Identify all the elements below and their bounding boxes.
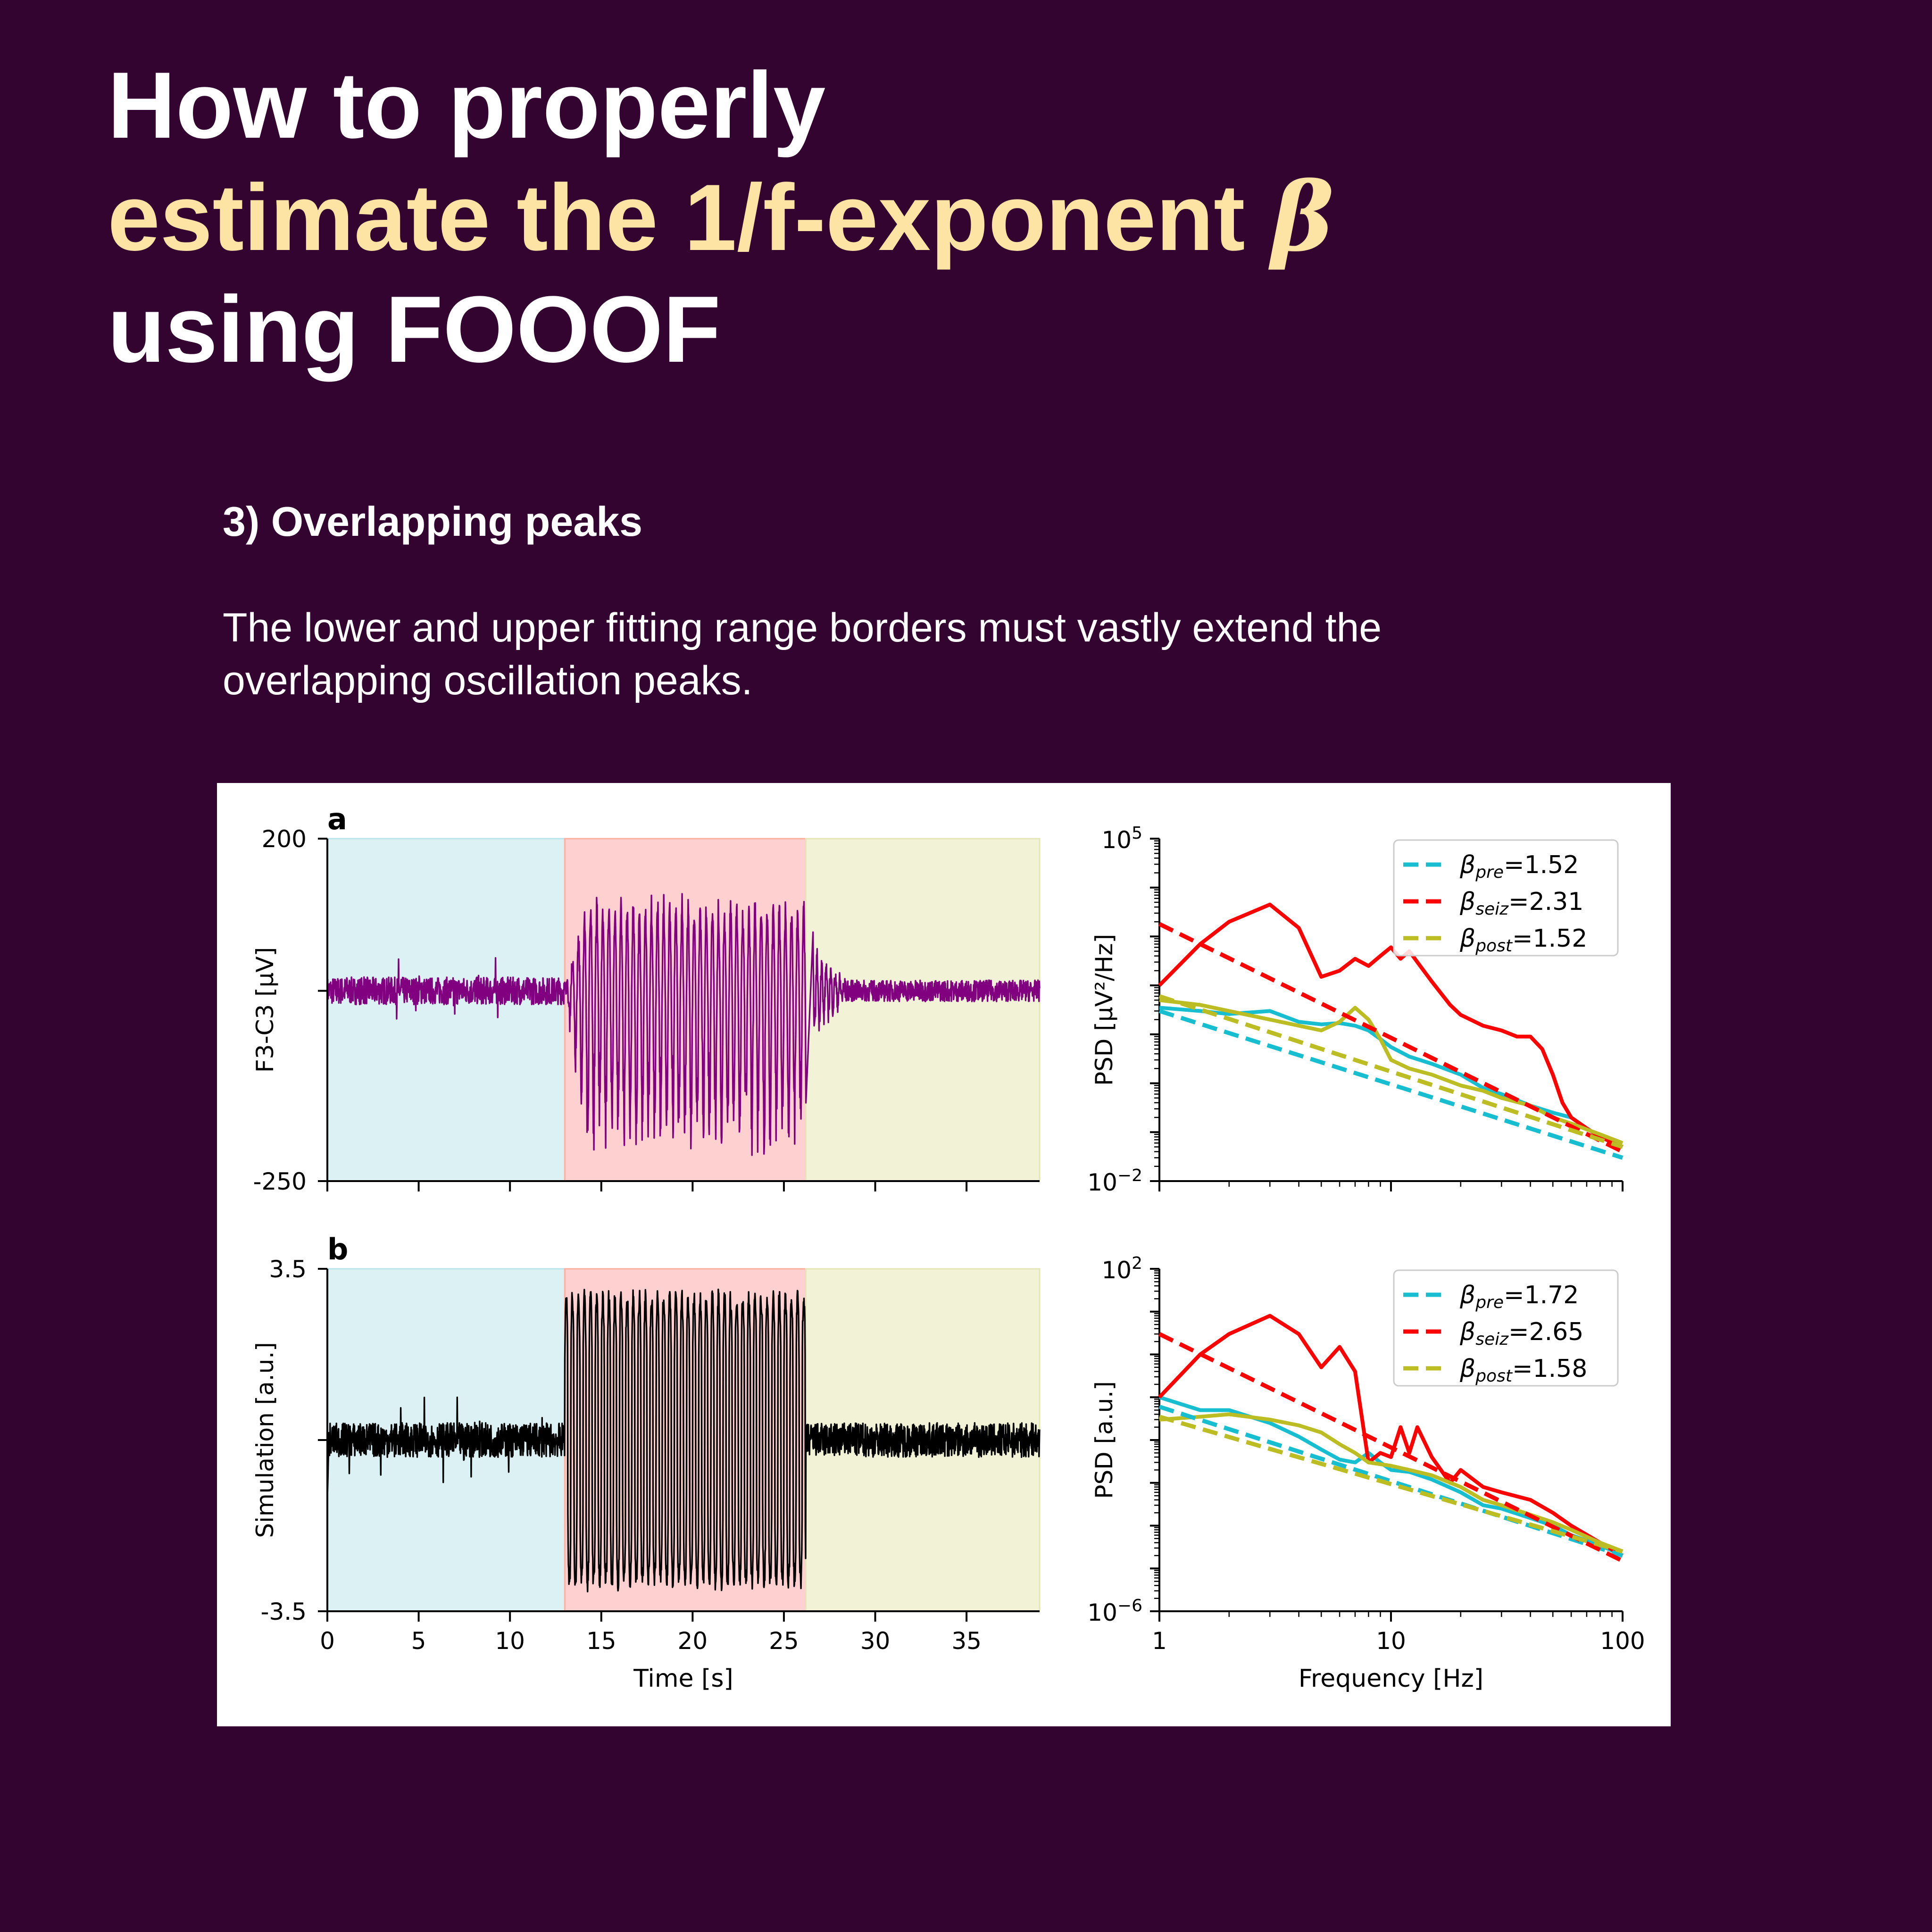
psd-x-tick-label-b: 100 <box>1600 1627 1645 1655</box>
y-tick-label-b-bottom: -3.5 <box>260 1598 307 1625</box>
figure-panel: 200 -250 F3-C3 [μV] a 3.5 -3.5 Simulation [a.u… <box>217 783 1671 1726</box>
panel-label-b: b <box>327 1232 348 1266</box>
psd-x-tick-label-b: 1 <box>1152 1627 1167 1655</box>
panel-label-a: a <box>327 802 347 836</box>
y-tick-label-a-top: 200 <box>262 825 307 853</box>
page-title: How to properly estimate the 1/f-exponen… <box>108 50 1334 385</box>
section-text: The lower and upper fitting range border… <box>223 601 1591 707</box>
figure-svg: 200-250F3-C3 [μV]a3.5-3.5Simulation [a.u… <box>217 783 1671 1726</box>
y-axis-label-a: F3-C3 [μV] <box>251 947 279 1073</box>
psd-y-tick-label-b-bottom: 10−6 <box>1087 1596 1142 1626</box>
title-beta-symbol: β <box>1271 162 1334 273</box>
psd-y-axis-label-b: PSD [a.u.] <box>1091 1381 1118 1499</box>
title-line-2-text: estimate the 1/f-exponent <box>108 165 1271 270</box>
x-tick-label-b: 25 <box>769 1627 799 1655</box>
x-tick-label-b: 10 <box>495 1627 525 1655</box>
x-tick-label-b: 15 <box>586 1627 616 1655</box>
x-tick-label-b: 35 <box>951 1627 982 1655</box>
title-line-3: using FOOOF <box>108 274 1334 385</box>
x-tick-label-b: 20 <box>678 1627 708 1655</box>
title-line-1: How to properly <box>108 50 1334 161</box>
section-heading: 3) Overlapping peaks <box>223 498 642 546</box>
x-tick-label-b: 0 <box>320 1627 335 1655</box>
psd-y-tick-label-a-bottom: 10−2 <box>1087 1166 1142 1196</box>
x-axis-label-b: Time [s] <box>633 1665 733 1693</box>
y-tick-label-b-top: 3.5 <box>269 1256 307 1283</box>
x-tick-label-b: 5 <box>411 1627 426 1655</box>
y-tick-label-a-bottom: -250 <box>253 1168 307 1195</box>
y-axis-label-b: Simulation [a.u.] <box>251 1342 279 1538</box>
psd-fit-seiz-a <box>1159 924 1623 1152</box>
psd-y-tick-label-b-top: 102 <box>1101 1254 1142 1284</box>
region-post-a <box>806 839 1040 1181</box>
x-tick-label-b: 30 <box>860 1627 891 1655</box>
psd-x-tick-label-b: 10 <box>1376 1627 1406 1655</box>
psd-y-axis-label-a: PSD [μV²/Hz] <box>1091 934 1118 1086</box>
psd-fit-pre-a <box>1159 1011 1623 1158</box>
psd-fit-post-b <box>1159 1417 1623 1552</box>
psd-x-axis-label-b: Frequency [Hz] <box>1299 1665 1483 1693</box>
psd-y-tick-label-a-top: 105 <box>1101 824 1142 854</box>
region-pre-a <box>327 839 565 1181</box>
title-line-2: estimate the 1/f-exponent β <box>108 161 1334 274</box>
